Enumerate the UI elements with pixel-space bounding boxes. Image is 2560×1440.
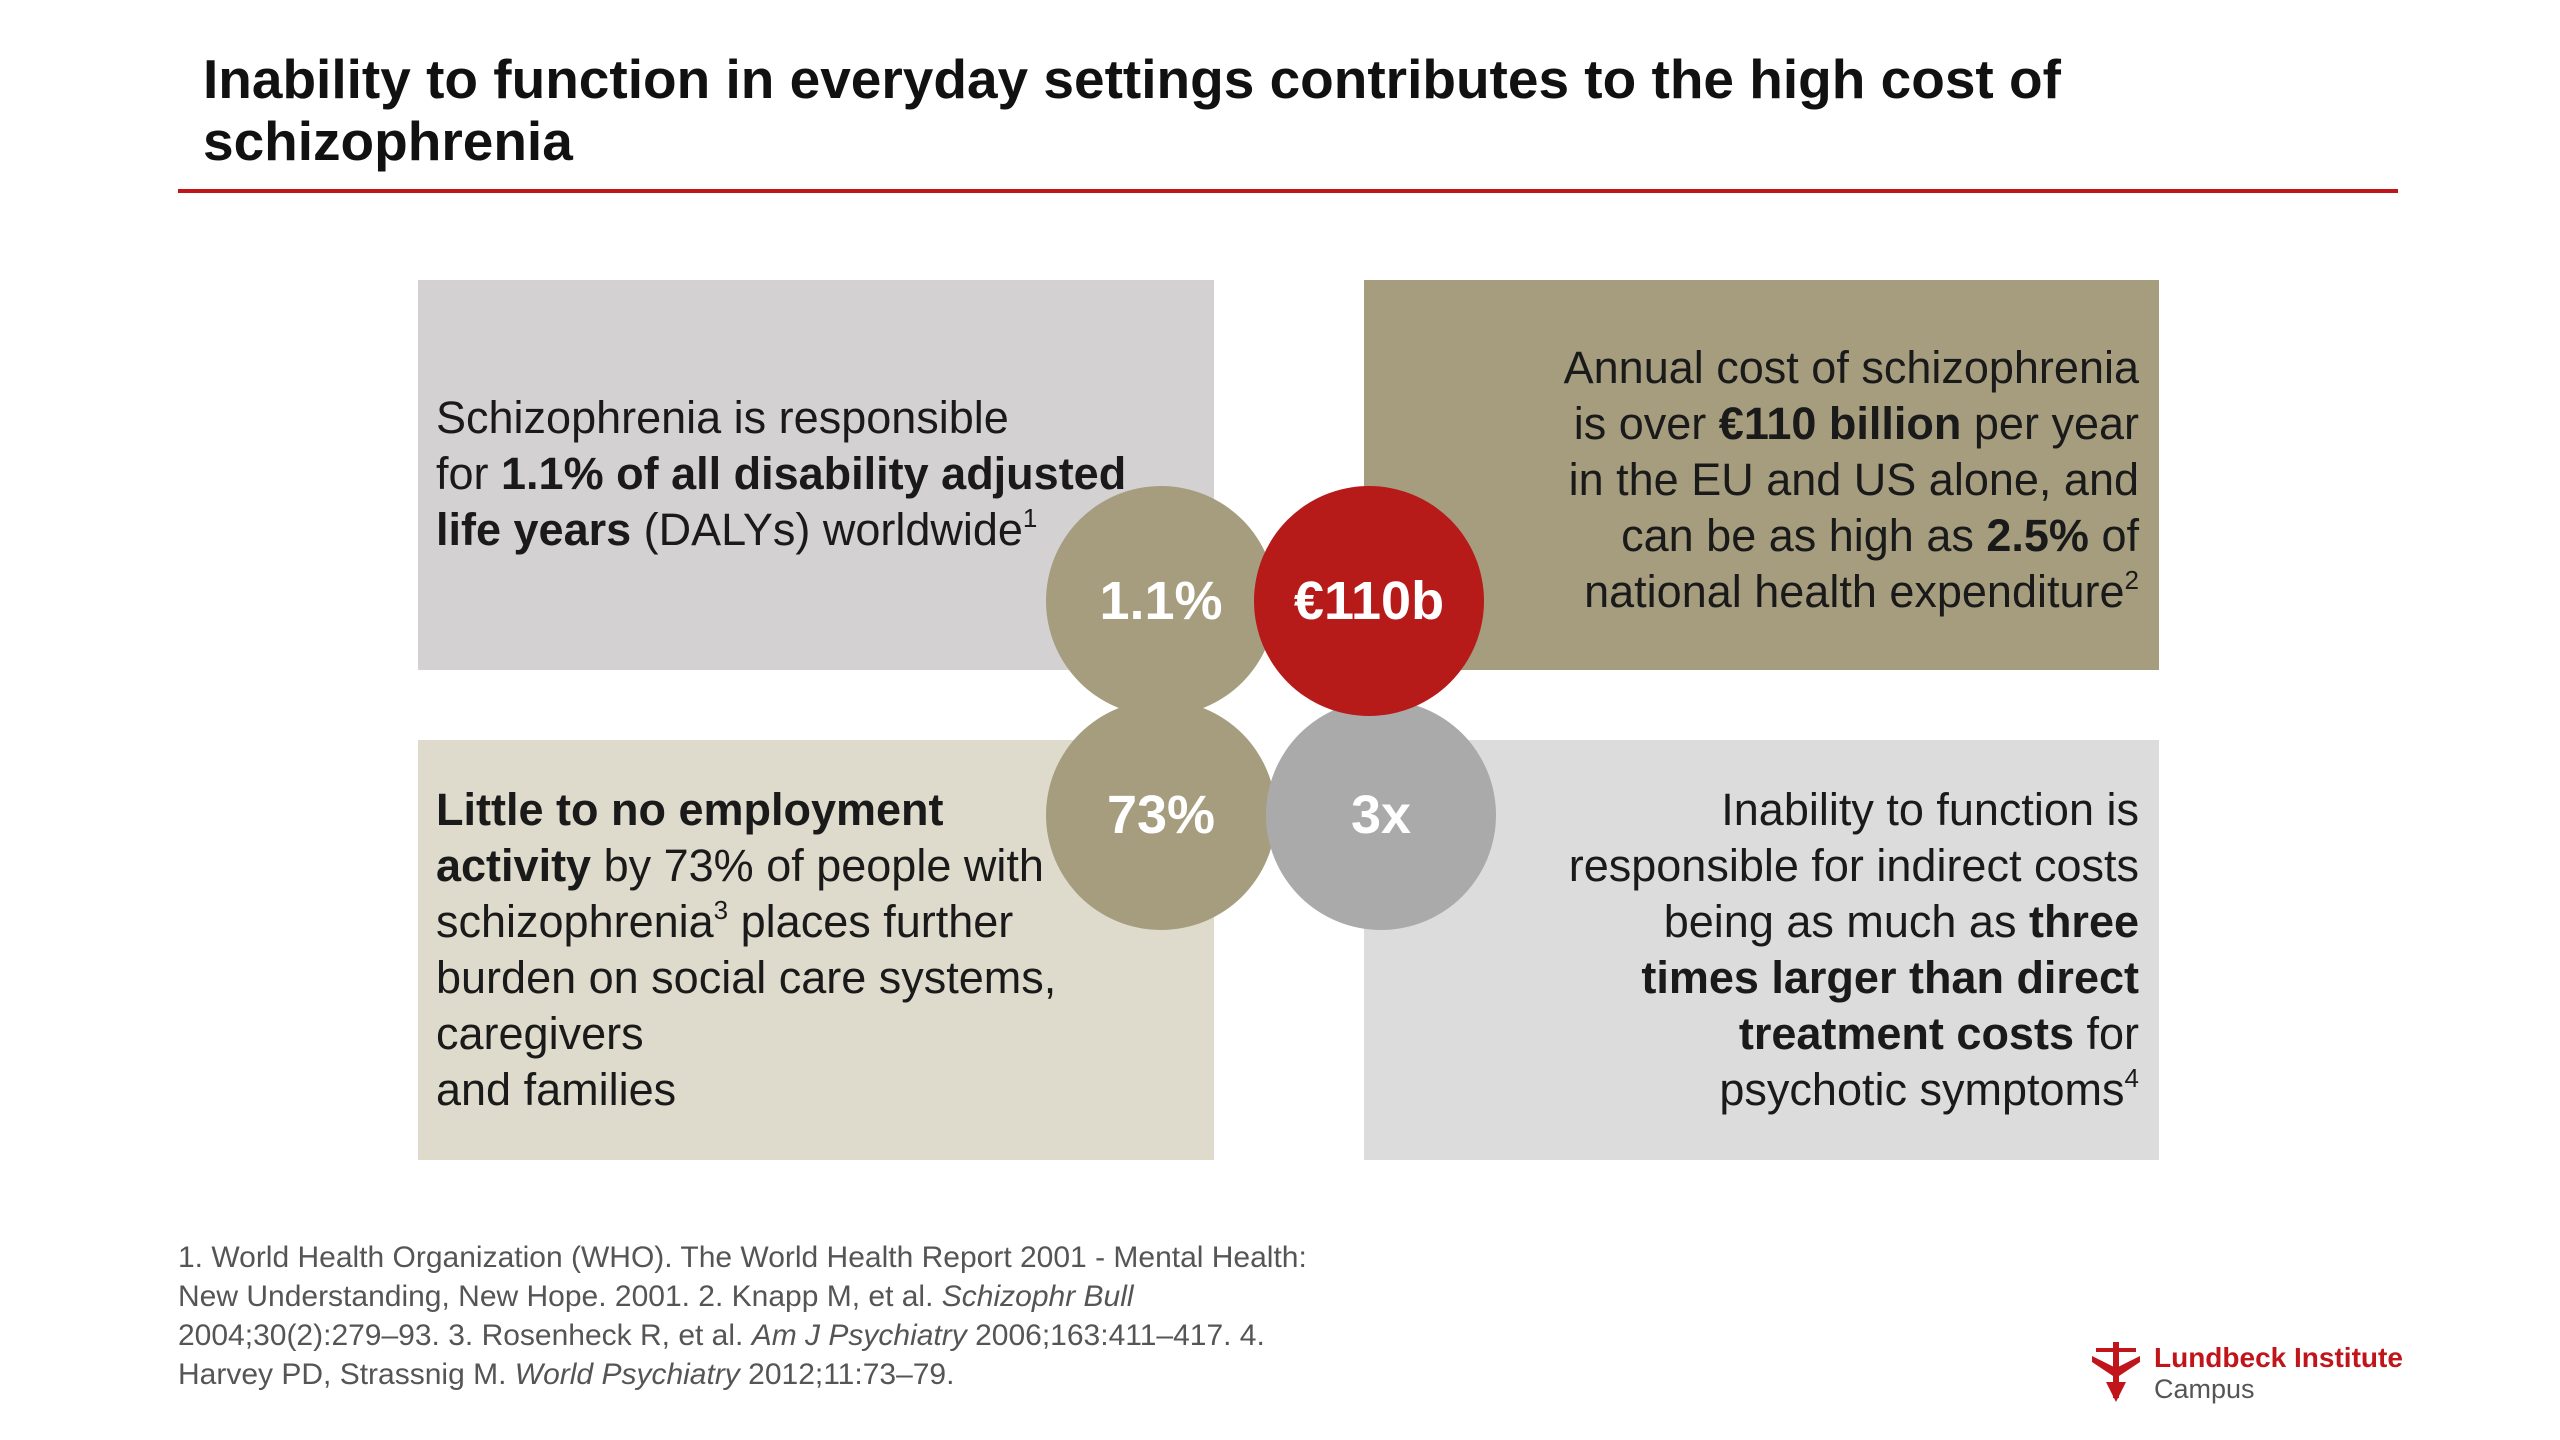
quadrant-annual-cost-text: Annual cost of schizophrenia is over €11… xyxy=(1439,340,2139,620)
text-line: by 73% of people with xyxy=(591,840,1044,891)
stat-circle-indirect: 3x xyxy=(1266,700,1496,930)
text-line: being as much as xyxy=(1663,896,2029,947)
bold-text: 1.1% of all disability adjusted xyxy=(501,448,1127,499)
journal-name: Am J Psychiatry xyxy=(751,1319,967,1352)
text-line: (DALYs) worldwide xyxy=(631,504,1023,555)
text-line: responsible for indirect costs xyxy=(1568,840,2139,891)
text-line: national health expenditure xyxy=(1584,566,2125,617)
footnote-text: 1. World Health Organization (WHO). The … xyxy=(178,1241,1307,1313)
text-line: Annual cost of schizophrenia xyxy=(1563,342,2139,393)
text-line: Schizophrenia is responsible xyxy=(436,392,1009,443)
bold-text: €110 billion xyxy=(1718,398,1962,449)
reference-marker: 4 xyxy=(2124,1063,2139,1093)
stat-circle-dalys: 1.1% xyxy=(1046,486,1276,716)
title-divider xyxy=(178,189,2398,193)
page-title: Inability to function in everyday settin… xyxy=(203,48,2403,172)
journal-name: Schizophr Bull xyxy=(941,1280,1134,1313)
quadrant-dalys: Schizophrenia is responsible for 1.1% of… xyxy=(418,280,1214,670)
title-line-2: schizophrenia xyxy=(203,110,573,172)
quadrant-dalys-text: Schizophrenia is responsible for 1.1% of… xyxy=(436,390,1196,558)
quadrant-annual-cost: Annual cost of schizophrenia is over €11… xyxy=(1364,280,2159,670)
text-line: of xyxy=(2088,510,2139,561)
lundbeck-logo: Lundbeck Institute Campus xyxy=(2088,1338,2408,1408)
lundbeck-mark-icon xyxy=(2092,1342,2140,1402)
title-line-1: Inability to function in everyday settin… xyxy=(203,48,2061,110)
reference-marker: 2 xyxy=(2124,565,2139,595)
quadrant-indirect-costs-text: Inability to function is responsible for… xyxy=(1439,782,2139,1118)
footnote-text: 2006;163:411–417. 4. Harvey PD, Strassni… xyxy=(178,1319,1265,1391)
bold-text: activity xyxy=(436,840,592,891)
text-line: burden on social care systems, xyxy=(436,952,1057,1003)
footnote-text: 2012;11:73–79. xyxy=(739,1358,955,1391)
text-line: Inability to function is xyxy=(1721,784,2139,835)
bold-text: life years xyxy=(436,504,632,555)
text-line: psychotic symptoms xyxy=(1719,1064,2125,1115)
logo-name: Lundbeck Institute xyxy=(2154,1342,2403,1373)
text-line: in the EU and US alone, and xyxy=(1568,454,2139,505)
reference-marker: 3 xyxy=(713,895,729,925)
quadrant-employment-text: Little to no employment activity by 73% … xyxy=(436,782,1196,1118)
references-footnote: 1. World Health Organization (WHO). The … xyxy=(178,1238,1358,1394)
text-line: for xyxy=(436,448,502,499)
text-line: caregivers xyxy=(436,1008,644,1059)
text-line: can be as high as xyxy=(1621,510,1987,561)
bold-text: treatment costs xyxy=(1738,1008,2074,1059)
footnote-text: 2004;30(2):279–93. 3. Rosenheck R, et al… xyxy=(178,1319,752,1352)
bold-text: Little to no employment xyxy=(436,784,944,835)
quadrant-indirect-costs: Inability to function is responsible for… xyxy=(1364,740,2159,1160)
journal-name: World Psychiatry xyxy=(514,1358,740,1391)
text-line: is over xyxy=(1573,398,1719,449)
bold-text: 2.5% xyxy=(1986,510,2089,561)
bold-text: three xyxy=(2028,896,2139,947)
reference-marker: 1 xyxy=(1022,503,1038,533)
text-line: schizophrenia xyxy=(436,896,714,947)
text-line: places further xyxy=(728,896,1014,947)
text-line: and families xyxy=(436,1064,677,1115)
logo-subtitle: Campus xyxy=(2154,1374,2255,1404)
bold-text: times larger than direct xyxy=(1641,952,2139,1003)
text-line: per year xyxy=(1961,398,2139,449)
stat-circle-cost: €110b xyxy=(1254,486,1484,716)
text-line: for xyxy=(2073,1008,2139,1059)
stat-circle-employment: 73% xyxy=(1046,700,1276,930)
